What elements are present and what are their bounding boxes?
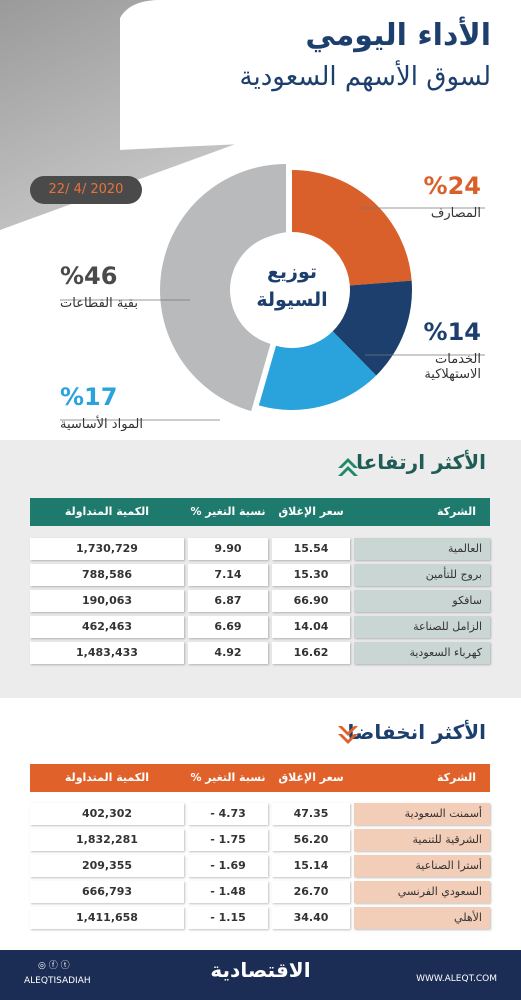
company-cell: سافكو [354,590,490,612]
category-label: الخدمات الاستهلاكية [424,352,481,382]
up-icon [338,458,358,476]
category-label: بقية القطاعات [60,296,138,311]
table-header [30,764,490,792]
number-cell: 47.35 [272,803,350,825]
gainers-title: الأكثر ارتفاعا [356,450,486,474]
value-label: %14 [423,318,481,346]
title: الأداء اليومي [305,18,491,53]
number-cell: 1,483,433 [30,642,184,664]
subtitle: لسوق الأسهم السعودية [239,62,491,92]
company-cell: السعودي الفرنسي [354,881,490,903]
company-cell: الشرقية للتنمية [354,829,490,851]
donut-segment [258,329,377,410]
number-cell: 6.69 [188,616,268,638]
company-cell: العالمية [354,538,490,560]
donut-segment [331,280,412,376]
number-cell: 34.40 [272,907,350,929]
number-cell: 666,793 [30,881,184,903]
value-label: %46 [60,262,118,290]
column-header: سعر الإغلاق [278,505,344,518]
company-cell: الزامل للصناعة [354,616,490,638]
date: 22/ 4/ 2020 [30,176,142,204]
number-cell: 462,463 [30,616,184,638]
social-handle: ALEQTISADIAH [24,976,91,986]
column-header: الكمية المتداولة [64,505,150,518]
column-header: نسبة التغير % [190,505,266,518]
donut-segment [292,170,412,286]
donut-center [234,232,350,348]
logo: الاقتصادية [210,958,311,982]
company-cell: أسمنت السعودية [354,803,490,825]
company-cell: الأهلي [354,907,490,929]
website: WWW.ALEQT.COM [416,974,497,984]
table-header [30,498,490,526]
down-icon [338,726,358,744]
number-cell: 6.87 [188,590,268,612]
number-cell: 402,302 [30,803,184,825]
number-cell: 26.70 [272,881,350,903]
number-cell: 190,063 [30,590,184,612]
number-cell: - 1.15 [188,907,268,929]
number-cell: 15.54 [272,538,350,560]
number-cell: 16.62 [272,642,350,664]
number-cell: - 1.48 [188,881,268,903]
number-cell: 66.90 [272,590,350,612]
center-label: توزيع [267,261,317,283]
column-header: الشركة [436,771,476,784]
number-cell: 1,411,658 [30,907,184,929]
company-cell: كهرباء السعودية [354,642,490,664]
donut: توزيع السيولة [60,164,485,421]
title-card [120,0,521,150]
footer [0,950,521,1000]
category-label: المصارف [430,206,481,221]
number-cell: 788,586 [30,564,184,586]
column-header: سعر الإغلاق [278,771,344,784]
losers-title: الأكثر انخفاضا [347,720,486,744]
column-header: الشركة [436,505,476,518]
donut-segment [159,164,286,412]
number-cell: - 1.69 [188,855,268,877]
number-cell: 7.14 [188,564,268,586]
center-label: السيولة [256,289,327,311]
social-icons: ◎ ⓕ ⓣ [38,961,70,971]
number-cell: 14.04 [272,616,350,638]
column-header: الكمية المتداولة [64,771,150,784]
number-cell: - 1.75 [188,829,268,851]
header-chart: توزيع السيولة [0,0,521,440]
number-cell: 56.20 [272,829,350,851]
company-cell: أسترا الصناعية [354,855,490,877]
number-cell: 1,730,729 [30,538,184,560]
category-label: المواد الأساسية [60,417,144,432]
number-cell: 209,355 [30,855,184,877]
column-header: نسبة التغير % [190,771,266,784]
number-cell: - 4.73 [188,803,268,825]
number-cell: 4.92 [188,642,268,664]
number-cell: 9.90 [188,538,268,560]
value-label: %17 [60,383,118,411]
company-cell: بروج للتأمين [354,564,490,586]
number-cell: 15.14 [272,855,350,877]
number-cell: 15.30 [272,564,350,586]
number-cell: 1,832,281 [30,829,184,851]
value-label: %24 [423,172,481,200]
